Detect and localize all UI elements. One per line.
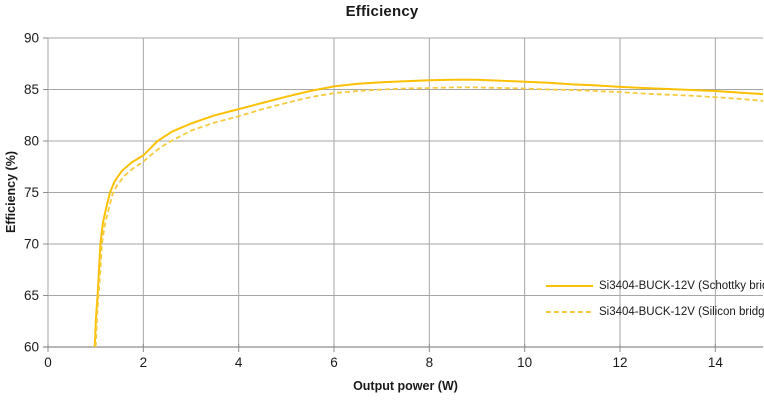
- x-tick-label: 12: [612, 355, 627, 370]
- x-tick-label: 6: [330, 355, 338, 370]
- series-line-solid: [93, 78, 764, 348]
- y-tick-label: 60: [24, 340, 39, 355]
- legend-label: Si3404-BUCK-12V (Silicon bridge): [599, 306, 764, 318]
- y-tick-label: 65: [24, 288, 39, 303]
- x-tick-label: 2: [140, 355, 148, 370]
- y-tick-label: 90: [24, 31, 39, 46]
- x-tick-label: 8: [426, 355, 434, 370]
- x-tick-label: 4: [235, 355, 243, 370]
- y-axis-title: Efficiency (%): [4, 151, 18, 233]
- legend-line-solid-icon: [546, 285, 593, 287]
- x-tick-label: 10: [517, 355, 532, 370]
- x-axis-title: Output power (W): [353, 379, 458, 393]
- x-tick-label: 14: [708, 355, 724, 370]
- y-tick-label: 85: [24, 82, 39, 97]
- x-tick-label: 0: [44, 355, 52, 370]
- legend-line-dashed-icon: [546, 311, 593, 313]
- legend-item-schottky: Si3404-BUCK-12V (Schottky bridge): [546, 276, 764, 296]
- legend-label: Si3404-BUCK-12V (Schottky bridge): [599, 280, 764, 292]
- legend: Si3404-BUCK-12V (Schottky bridge) Si3404…: [546, 276, 764, 322]
- series-line-dashed: [94, 86, 764, 348]
- y-tick-label: 80: [24, 134, 39, 149]
- legend-item-silicon: Si3404-BUCK-12V (Silicon bridge): [546, 302, 764, 322]
- chart-title: Efficiency: [345, 3, 419, 20]
- y-tick-label: 70: [24, 237, 39, 252]
- y-tick-label: 75: [24, 185, 39, 200]
